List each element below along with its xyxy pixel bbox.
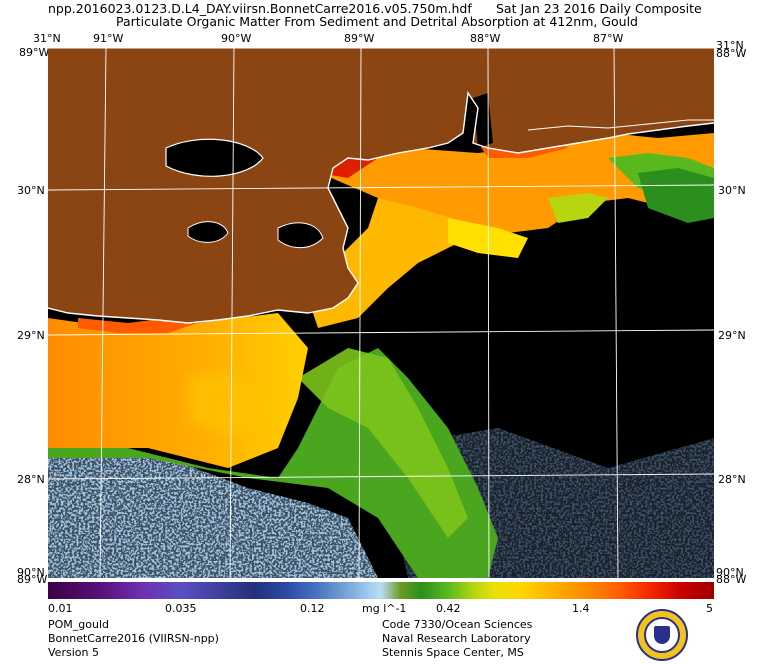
colorbar-tick: 5 [706,602,713,615]
corner-label-lon-top-right: 88°W [716,47,747,60]
colorbar-tick: 0.12 [300,602,325,615]
corner-label-lat-bottom-right: 90°N [716,566,744,579]
corner-label-lat-bottom-left: 90°N [17,566,45,579]
corner-label-lon-bottom-left: 89°W [17,573,48,586]
product-title: Particulate Organic Matter From Sediment… [116,14,638,29]
lat-label-left: 28°N [17,473,45,486]
corner-label-lon-bottom-right: 88°W [716,573,747,586]
footer-version: Version 5 [48,646,99,659]
graticule [48,48,714,578]
footer-org: Naval Research Laboratory [382,632,531,645]
lat-label-right: 28°N [718,473,746,486]
filename-title: npp.2016023.0123.D.L4_DAY.viirsn.BonnetC… [48,1,472,16]
colorbar-tick: 0.01 [48,602,73,615]
lat-label-left: 29°N [17,329,45,342]
colorbar-units: mg l^-1 [362,602,407,615]
colorbar-tick: 1.4 [572,602,590,615]
colorbar-tick: 0.035 [165,602,197,615]
lat-label-right: 30°N [718,184,746,197]
footer-location: Stennis Space Center, MS [382,646,524,659]
date-title: Sat Jan 23 2016 Daily Composite [496,1,702,16]
lon-label-top: 90°W [221,32,252,45]
lon-label-top: 91°W [93,32,124,45]
footer-dataset: BonnetCarre2016 (VIIRSN-npp) [48,632,219,645]
colorbar [48,582,714,599]
colorbar-tick: 0.42 [436,602,461,615]
map-canvas [48,48,714,578]
nrl-seal-logo [636,609,688,661]
footer-code: Code 7330/Ocean Sciences [382,618,533,631]
lon-label-top: 88°W [470,32,501,45]
satellite-map[interactable] [48,48,714,578]
corner-label-lat-top-left: 31°N [33,32,61,45]
lon-label-top: 87°W [593,32,624,45]
corner-label-lat-top-right: 31°N [716,39,744,52]
footer-product: POM_gould [48,618,110,631]
lat-label-left: 30°N [17,184,45,197]
lat-label-right: 29°N [718,329,746,342]
corner-label-lon-top-left: 89°W [19,46,50,59]
lon-label-top: 89°W [344,32,375,45]
